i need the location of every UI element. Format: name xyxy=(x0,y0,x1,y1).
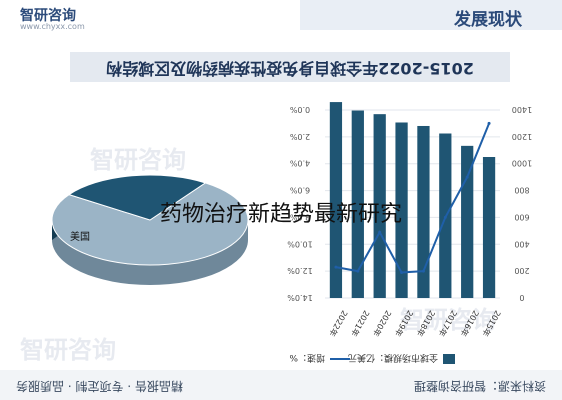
right-axis-tick: 400 xyxy=(514,239,529,248)
legend: 全球市场规模：亿美元 增速：% xyxy=(289,352,455,364)
legend-bar-label: 全球市场规模：亿美元 xyxy=(348,352,438,364)
right-axis-tick: 600 xyxy=(514,212,529,221)
pie-label-us: 美国 xyxy=(70,230,90,243)
x-axis-tick: 2019年 xyxy=(393,309,416,339)
left-axis-tick: 8.0% xyxy=(289,212,310,221)
x-axis-tick: 2021年 xyxy=(349,309,372,339)
line-series xyxy=(334,121,491,274)
growth-point xyxy=(334,265,338,269)
left-axis-tick: 12.0% xyxy=(287,266,313,275)
left-axis-tick: 10.0% xyxy=(287,239,313,248)
pie-slice-other xyxy=(67,174,207,221)
footer-band xyxy=(0,370,562,400)
pie-chart: 美国 xyxy=(51,174,249,285)
growth-point xyxy=(356,269,360,273)
x-axis-tick: 2015年 xyxy=(480,309,503,339)
right-axis-tick: 200 xyxy=(514,266,529,275)
left-axis-tick: 2.0% xyxy=(289,132,310,141)
bar xyxy=(482,157,496,298)
bar-series xyxy=(329,102,496,298)
growth-point xyxy=(465,175,469,179)
bar xyxy=(417,125,430,298)
pie-slice-us xyxy=(51,182,249,266)
bar xyxy=(329,102,343,298)
growth-point xyxy=(421,269,425,273)
left-axis-tick: 0.0% xyxy=(289,105,310,114)
logo-url: www.chyxx.com xyxy=(20,22,85,31)
logo-text: 智研咨询 xyxy=(20,8,76,24)
right-axis-tick: 0 xyxy=(519,293,524,302)
left-axis-tick: 14.0% xyxy=(287,293,313,302)
right-axis-tick: 1200 xyxy=(512,132,532,141)
footer-left: 精品报告 · 专项定制 · 品质服务 xyxy=(16,379,183,393)
left-axis-ticks: 0.0% 2.0% 4.0% 6.0% 8.0% 10.0% 12.0% 14.0% xyxy=(287,105,313,302)
pie-side-us xyxy=(52,220,248,285)
growth-point xyxy=(487,121,491,125)
right-axis-tick: 1000 xyxy=(512,159,532,168)
bar xyxy=(373,114,386,298)
bar xyxy=(395,122,408,298)
legend-line-label: 增速：% xyxy=(289,352,325,364)
overlay-heading: 药物治疗新趋势最新研究 xyxy=(159,202,402,227)
x-axis-tick: 2017年 xyxy=(436,309,459,339)
x-axis-tick: 2018年 xyxy=(415,309,438,339)
header-strip xyxy=(300,0,562,30)
right-axis-tick: 1400 xyxy=(512,105,532,114)
legend-bar-swatch xyxy=(443,354,455,364)
x-axis-tick: 2022年 xyxy=(327,309,350,339)
growth-point xyxy=(443,215,447,219)
right-axis-ticks: 0 200 400 600 800 1000 1200 1400 xyxy=(512,105,532,302)
x-axis-tick: 2020年 xyxy=(371,309,394,339)
left-axis-tick: 6.0% xyxy=(289,186,310,195)
right-axis-tick: 800 xyxy=(514,186,529,195)
chart-title-band: 2015-2022年全球自身免疫性疾病药物及区域结构 xyxy=(70,52,510,82)
x-axis-tick: 2016年 xyxy=(458,309,481,339)
footer-right: 资料来源：智研咨询整理 xyxy=(413,379,546,393)
bar xyxy=(351,110,364,298)
growth-line xyxy=(335,123,490,274)
left-axis-tick: 4.0% xyxy=(289,159,310,168)
growth-point xyxy=(400,270,404,274)
header-title: 发展现状 xyxy=(454,10,522,30)
growth-point xyxy=(378,230,382,234)
